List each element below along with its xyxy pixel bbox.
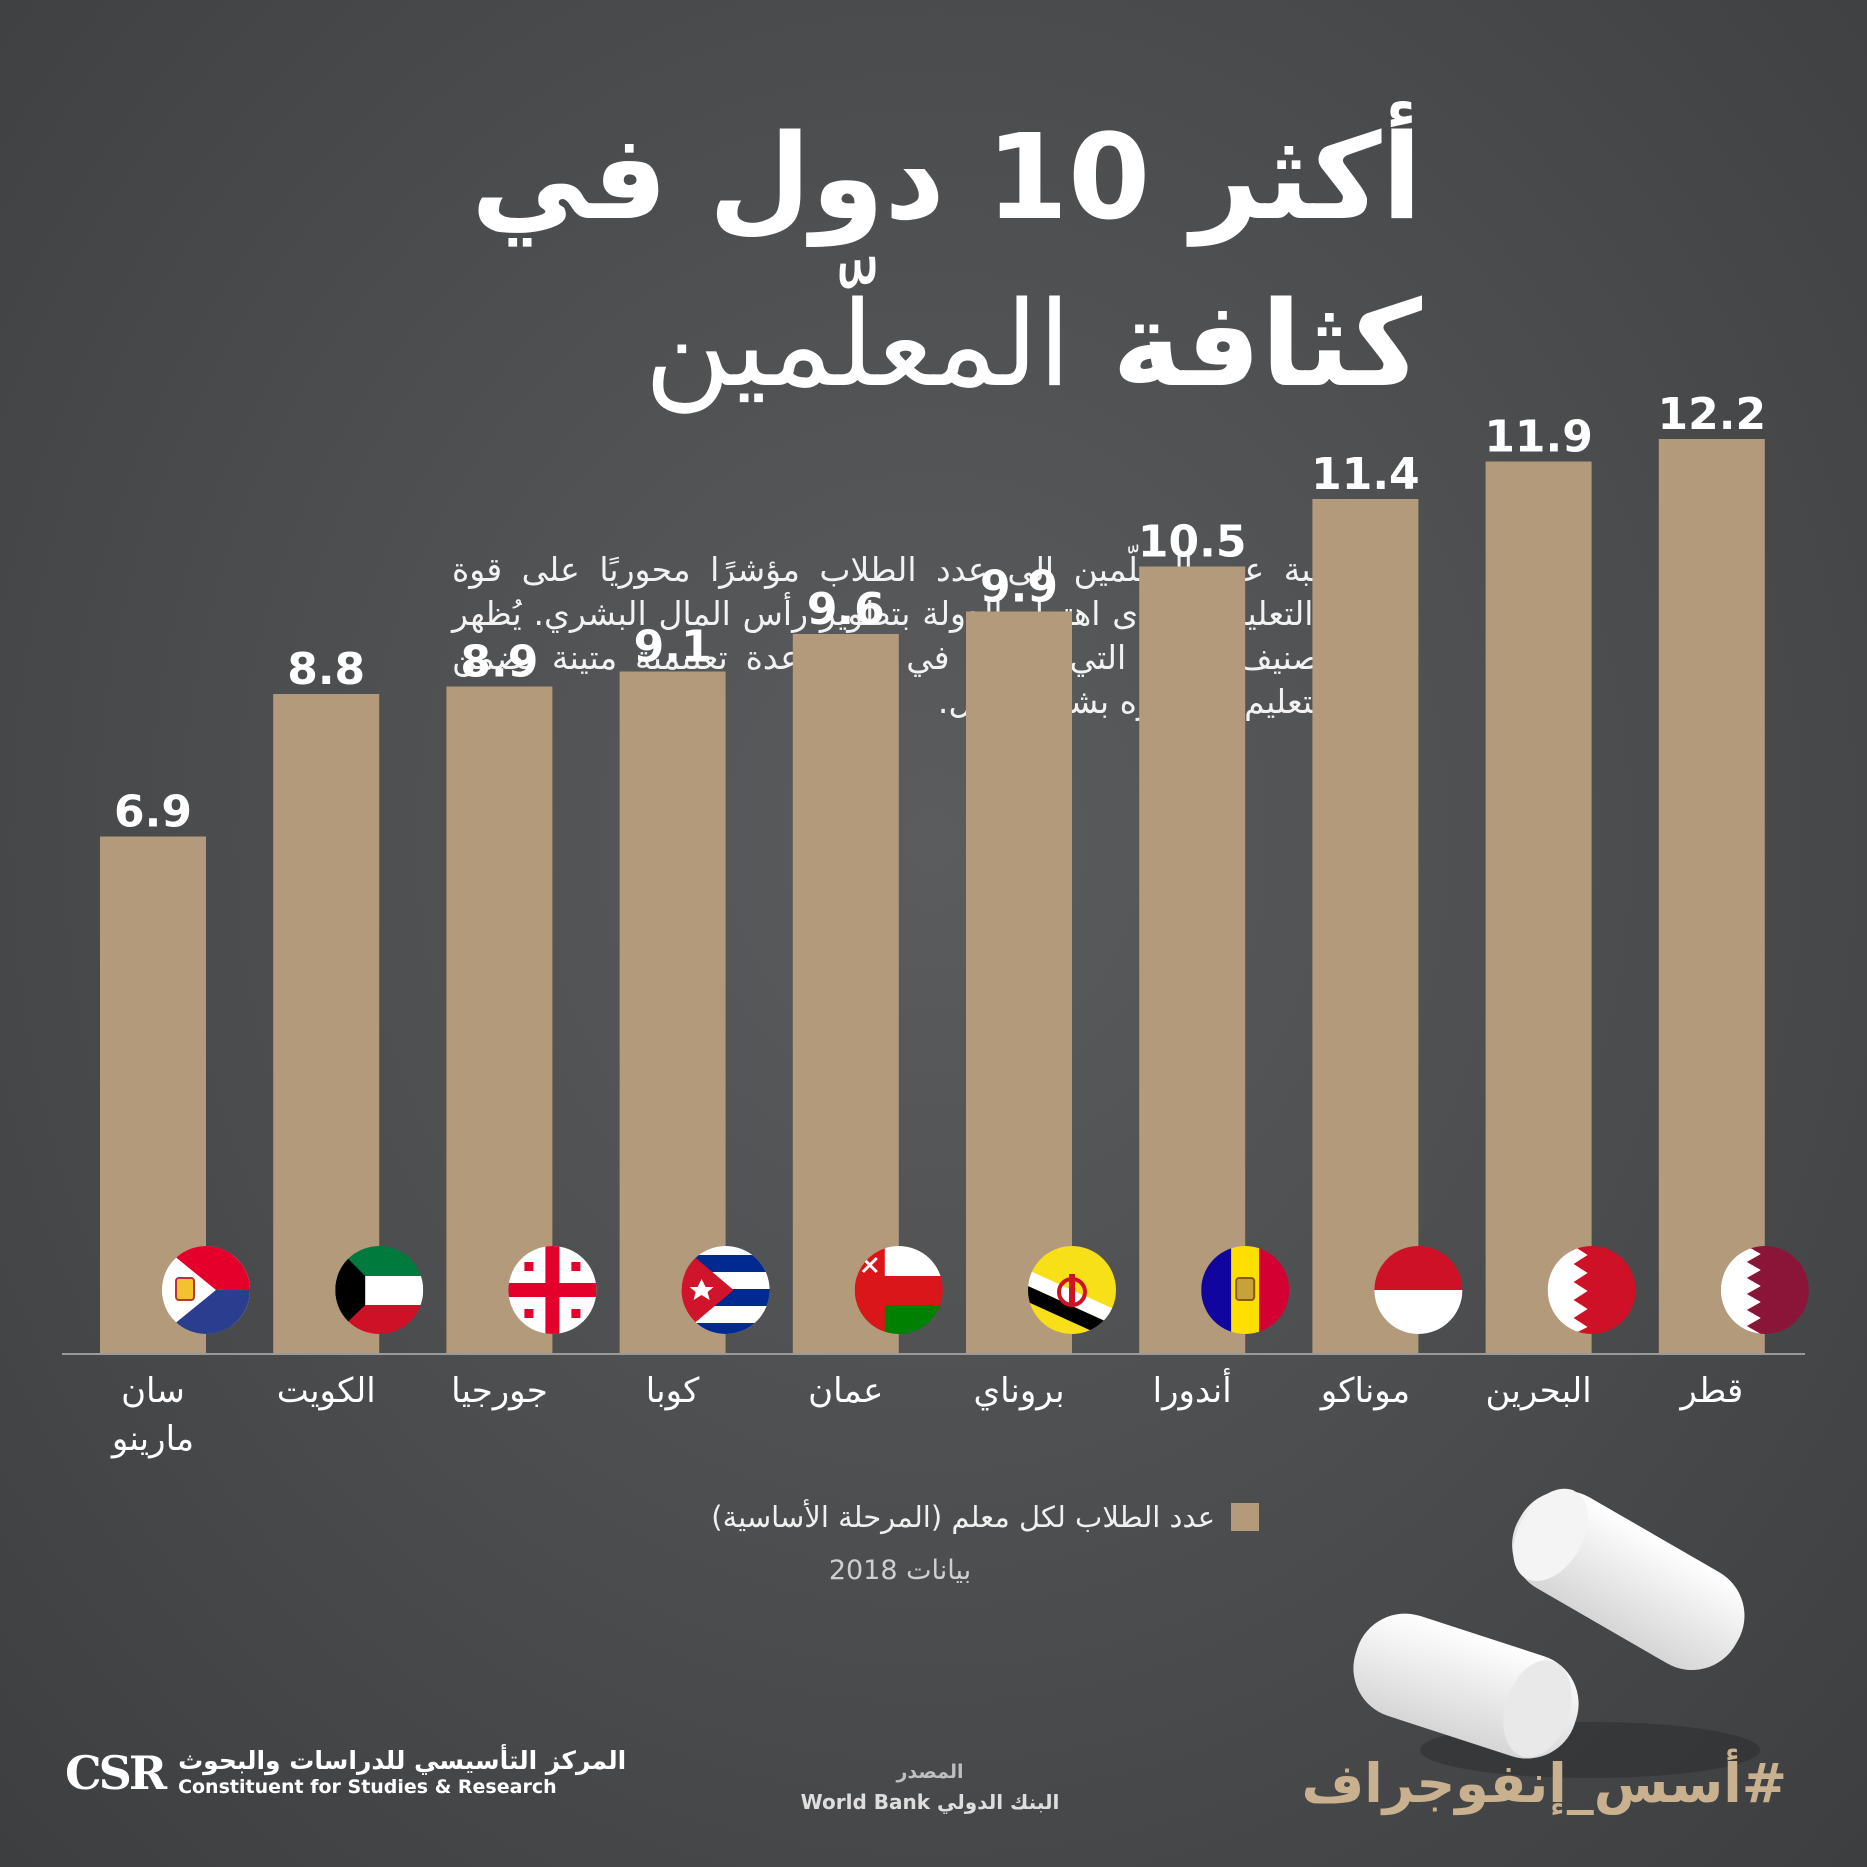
chart-title-line2: كثافة المعلّمين [322, 285, 1422, 403]
georgia-flag-icon [508, 1246, 597, 1334]
monaco-flag-icon [1374, 1246, 1463, 1334]
org-name-arabic: المركز التأسيسي للدراسات والبحوث [178, 1746, 627, 1775]
andorra-flag-icon [1201, 1246, 1290, 1334]
category-label-7: موناكو [1319, 1371, 1410, 1411]
category-label-2: جورجيا [451, 1371, 548, 1411]
hashtag: #أسس_إنفوجراف [1301, 1752, 1787, 1815]
bar-value-label-6: 10.5 [1138, 517, 1247, 568]
category-label-0-line0: سان [121, 1371, 185, 1411]
bar-value-label-1: 8.8 [287, 644, 365, 695]
bar-5 [966, 611, 1072, 1354]
org-name-english: Constituent for Studies & Research [178, 1776, 557, 1799]
category-label-8: البحرين [1486, 1371, 1592, 1411]
category-label-6: أندورا [1153, 1368, 1232, 1411]
san-marino-flag-icon [162, 1246, 250, 1334]
source-block: المصدر البنك الدولي World Bank [790, 1758, 1070, 1817]
bar-2 [446, 686, 553, 1354]
oman-flag-icon [854, 1246, 943, 1334]
bar-6 [1139, 566, 1246, 1354]
cuba-flag-icon [681, 1246, 770, 1334]
bar-value-label-2: 8.9 [460, 637, 538, 688]
source-label: المصدر [896, 1761, 964, 1783]
category-label-9: قطر [1678, 1371, 1743, 1411]
legend-label: عدد الطلاب لكل معلم (المرحلة الأساسية) [711, 1500, 1215, 1534]
csr-logo: CSR المركز التأسيسي للدراسات والبحوث Con… [65, 1745, 626, 1800]
chart-title-bold: كثافة [1112, 275, 1422, 413]
chart-title-light: المعلّمين [644, 275, 1071, 413]
bar-value-label-7: 11.4 [1311, 449, 1420, 500]
bar-value-label-4: 9.6 [807, 584, 885, 635]
chalk-pieces-image [1353, 1488, 1760, 1778]
bar-1 [273, 694, 380, 1354]
brunei-flag-icon [1028, 1246, 1116, 1334]
bar-value-label-0: 6.9 [114, 787, 192, 838]
bar-chart: 6.9 سان مارينو 8.8 الكويت 8.9 جورجيا 9.1 كوبا 9.6… [62, 389, 1809, 1459]
bar-value-label-5: 9.9 [980, 562, 1058, 613]
legend: عدد الطلاب لكل معلم (المرحلة الأساسية) [711, 1500, 1259, 1534]
category-label-3: كوبا [646, 1371, 700, 1411]
data-year-note: بيانات 2018 [828, 1555, 972, 1586]
bar-8 [1485, 461, 1592, 1354]
bar-value-label-3: 9.1 [634, 622, 712, 673]
category-label-5: بروناي [973, 1371, 1064, 1411]
source-value: البنك الدولي World Bank [800, 1789, 1060, 1814]
bar-4 [792, 634, 899, 1354]
legend-swatch [1231, 1503, 1259, 1531]
category-label-4: عمان [808, 1371, 883, 1411]
logo-mark: CSR [65, 1745, 167, 1800]
bahrain-flag-icon [1547, 1246, 1636, 1334]
bar-value-label-9: 12.2 [1658, 389, 1767, 440]
category-label-0-line1: مارينو [110, 1419, 194, 1459]
bar-7 [1312, 499, 1419, 1354]
bar-9 [1658, 439, 1765, 1354]
bar-value-label-8: 11.9 [1484, 412, 1593, 463]
kuwait-flag-icon [335, 1246, 424, 1334]
chart-title-line1: أكثر 10 دول في [470, 108, 1422, 246]
qatar-flag-icon [1720, 1246, 1809, 1334]
bar-3 [619, 671, 726, 1354]
category-label-1: الكويت [277, 1371, 376, 1411]
